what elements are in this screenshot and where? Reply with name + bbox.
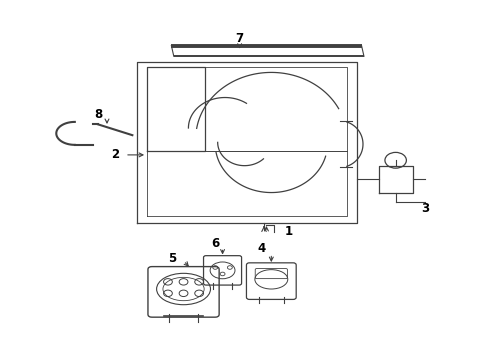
Text: 7: 7 <box>235 32 243 45</box>
Text: 6: 6 <box>211 237 219 250</box>
Text: 1: 1 <box>284 225 292 238</box>
Text: 2: 2 <box>111 148 119 161</box>
Text: 8: 8 <box>94 108 102 121</box>
Text: 5: 5 <box>168 252 176 265</box>
Text: 3: 3 <box>420 202 428 215</box>
Text: 4: 4 <box>257 242 265 255</box>
